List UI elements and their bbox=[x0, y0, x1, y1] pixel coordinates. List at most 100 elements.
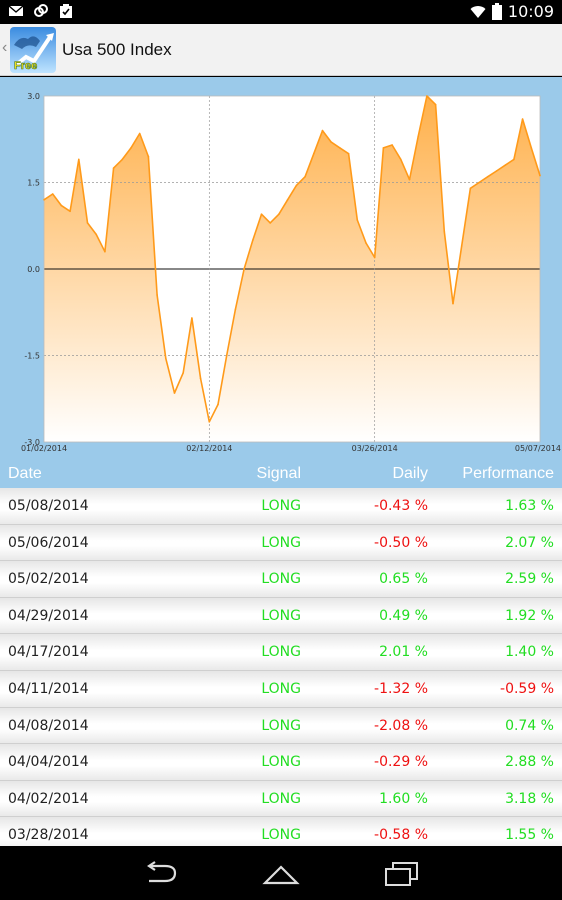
data-point bbox=[182, 372, 184, 374]
data-point bbox=[60, 204, 63, 207]
table-row[interactable]: 05/08/2014 LONG -0.43 % 1.63 % bbox=[0, 488, 562, 525]
header-date: Date bbox=[8, 465, 42, 482]
data-point bbox=[286, 199, 289, 201]
row-performance: 3.18 % bbox=[505, 790, 554, 807]
table-row[interactable]: 04/11/2014 LONG -1.32 % -0.59 % bbox=[0, 670, 562, 708]
row-daily: -0.29 % bbox=[374, 754, 428, 771]
data-point bbox=[504, 164, 507, 166]
table-row[interactable]: 04/29/2014 LONG 0.49 % 1.92 % bbox=[0, 597, 562, 635]
data-point bbox=[173, 392, 176, 394]
y-tick-label: 1.5 bbox=[27, 179, 40, 188]
row-daily: -0.50 % bbox=[374, 534, 428, 551]
data-point bbox=[495, 170, 498, 172]
row-daily: 1.60 % bbox=[379, 790, 428, 807]
row-signal: LONG bbox=[261, 571, 301, 588]
table-header: Date Signal Daily Performance bbox=[0, 460, 562, 488]
row-performance: 1.55 % bbox=[505, 827, 554, 844]
plot-border bbox=[43, 95, 541, 443]
nav-bar bbox=[0, 846, 562, 900]
recents-nav-icon[interactable] bbox=[381, 861, 421, 887]
data-point bbox=[530, 147, 533, 149]
home-nav-icon[interactable] bbox=[261, 861, 301, 887]
data-point bbox=[69, 210, 71, 213]
row-performance: 1.40 % bbox=[505, 644, 554, 661]
table-row[interactable]: 03/28/2014 LONG -0.58 % 1.55 % bbox=[0, 817, 562, 846]
row-daily: -2.08 % bbox=[374, 717, 428, 734]
status-time: 10:09 bbox=[507, 2, 554, 21]
data-point bbox=[443, 230, 446, 233]
data-point bbox=[295, 184, 298, 187]
row-daily: -0.58 % bbox=[374, 827, 428, 844]
row-performance: 1.92 % bbox=[505, 607, 554, 624]
up-chevron-icon[interactable]: ‹ bbox=[2, 39, 8, 56]
data-point bbox=[330, 141, 333, 143]
row-daily: 0.49 % bbox=[379, 607, 428, 624]
app-logo-text: Free bbox=[14, 60, 37, 72]
series-line bbox=[43, 95, 541, 423]
data-point bbox=[382, 147, 385, 149]
row-performance: 0.74 % bbox=[505, 717, 554, 734]
back-nav-icon[interactable] bbox=[141, 861, 181, 887]
x-tick-label: 03/26/2014 bbox=[352, 444, 398, 453]
data-point bbox=[234, 308, 237, 311]
row-performance: -0.59 % bbox=[500, 680, 554, 697]
data-point bbox=[269, 222, 272, 224]
performance-chart: 3.0 1.5 0.0 -1.5 -3.001/02/2014 02/12/2014 03/… bbox=[21, 92, 561, 453]
data-point bbox=[478, 181, 480, 184]
data-point bbox=[347, 152, 350, 155]
row-signal: LONG bbox=[261, 680, 301, 697]
data-point bbox=[95, 233, 97, 236]
data-point bbox=[191, 317, 193, 319]
data-point bbox=[417, 135, 420, 138]
row-signal: LONG bbox=[261, 790, 301, 807]
data-point bbox=[487, 175, 489, 178]
row-date: 03/28/2014 bbox=[8, 827, 89, 844]
table-row[interactable]: 04/04/2014 LONG -0.29 % 2.88 % bbox=[0, 744, 562, 781]
data-point bbox=[208, 421, 211, 423]
table-row[interactable]: 04/17/2014 LONG 2.01 % 1.40 % bbox=[0, 634, 562, 671]
app-logo-icon[interactable]: Free bbox=[10, 27, 56, 73]
data-point bbox=[43, 199, 45, 201]
data-point bbox=[373, 256, 376, 259]
header-performance: Performance bbox=[462, 465, 554, 482]
table-row[interactable]: 04/02/2014 LONG 1.60 % 3.18 % bbox=[0, 780, 562, 818]
data-point bbox=[252, 239, 254, 241]
data-point bbox=[225, 354, 228, 357]
row-date: 04/04/2014 bbox=[8, 754, 89, 771]
data-point bbox=[165, 357, 167, 360]
row-performance: 2.07 % bbox=[505, 534, 554, 551]
table-row[interactable]: 05/02/2014 LONG 0.65 % 2.59 % bbox=[0, 561, 562, 598]
row-signal: LONG bbox=[261, 754, 301, 771]
data-point bbox=[408, 178, 411, 181]
data-point bbox=[339, 147, 341, 149]
row-signal: LONG bbox=[261, 498, 301, 514]
data-point bbox=[147, 155, 150, 158]
data-point bbox=[391, 144, 393, 146]
row-daily: 2.01 % bbox=[379, 644, 428, 661]
table-row[interactable]: 05/06/2014 LONG -0.50 % 2.07 % bbox=[0, 524, 562, 562]
row-daily: -1.32 % bbox=[374, 680, 428, 697]
row-performance: 2.59 % bbox=[505, 571, 554, 588]
row-date: 05/02/2014 bbox=[8, 571, 89, 588]
data-point bbox=[104, 250, 106, 253]
data-point bbox=[452, 302, 454, 305]
table-row[interactable]: 04/08/2014 LONG -2.08 % 0.74 % bbox=[0, 707, 562, 745]
data-point bbox=[130, 147, 132, 149]
header-daily: Daily bbox=[392, 465, 428, 482]
x-tick-label: 02/12/2014 bbox=[186, 444, 232, 453]
row-signal: LONG bbox=[261, 534, 301, 551]
data-point bbox=[86, 222, 89, 224]
x-tick-label: 05/07/2014 bbox=[515, 444, 561, 453]
wifi-icon bbox=[470, 5, 486, 18]
data-point bbox=[121, 158, 124, 161]
row-signal: LONG bbox=[261, 827, 301, 844]
y-tick-label: 3.0 bbox=[27, 92, 40, 101]
data-point bbox=[313, 152, 315, 155]
data-point bbox=[460, 245, 463, 247]
row-date: 04/02/2014 bbox=[8, 790, 89, 807]
page-title: Usa 500 Index bbox=[62, 40, 172, 59]
signal-table: 05/08/2014 LONG -0.43 % 1.63 % 05/06/2014 LON… bbox=[0, 488, 562, 846]
row-signal: LONG bbox=[261, 607, 301, 624]
clipboard-check-icon bbox=[60, 4, 72, 18]
data-point bbox=[521, 118, 524, 120]
